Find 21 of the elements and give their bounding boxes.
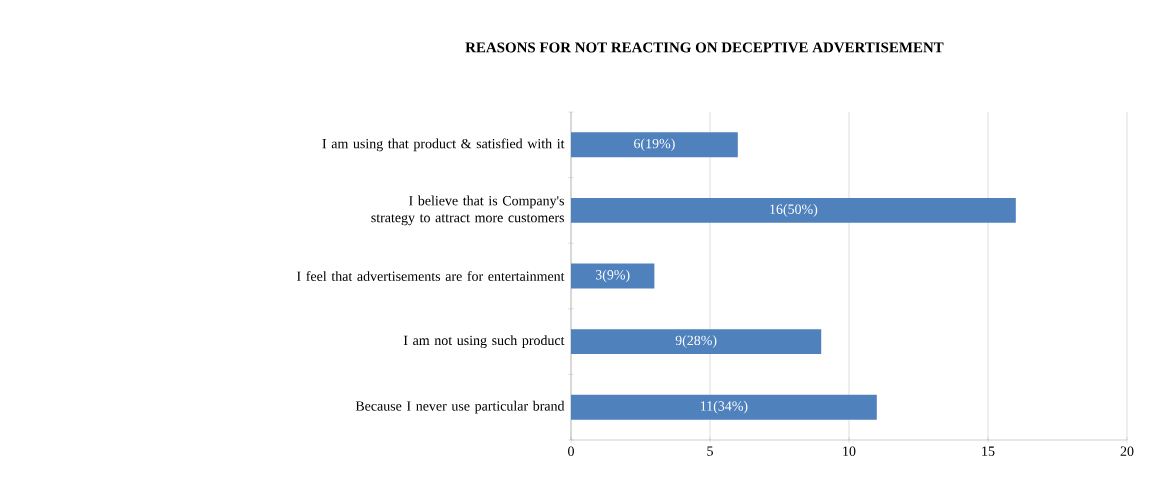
y-tick-label: I feel that advertisements are for entertainment bbox=[297, 271, 565, 281]
x-tick-label: 5 bbox=[707, 446, 713, 456]
bar bbox=[571, 263, 655, 289]
data-label: 11(34%) bbox=[700, 400, 748, 414]
y-tick-label: I believe that is Company's strategy to attract more customers bbox=[371, 195, 564, 226]
y-tick-label: I am not using such product bbox=[403, 335, 565, 348]
x-tick-label: 15 bbox=[982, 446, 995, 456]
data-label: 3(9%) bbox=[595, 269, 630, 283]
data-label: 16(50%) bbox=[770, 204, 818, 217]
bar bbox=[571, 394, 877, 420]
bar bbox=[571, 329, 822, 355]
y-tick-label: Because I never use particular brand bbox=[355, 400, 565, 414]
bar bbox=[571, 132, 738, 158]
x-tick-label: 20 bbox=[1120, 446, 1134, 456]
x-tick-label: 10 bbox=[843, 446, 856, 456]
data-label: 9(28%) bbox=[675, 335, 717, 348]
data-label: 6(19%) bbox=[634, 138, 675, 152]
chart-title: REASONS FOR NOT REACTING ON DECEPTIVE ADVERTISEMENT bbox=[465, 42, 944, 53]
x-tick-label: 0 bbox=[568, 446, 574, 456]
y-tick-label: I am using that product & satisfied with it bbox=[322, 138, 565, 152]
bar bbox=[571, 197, 1016, 223]
